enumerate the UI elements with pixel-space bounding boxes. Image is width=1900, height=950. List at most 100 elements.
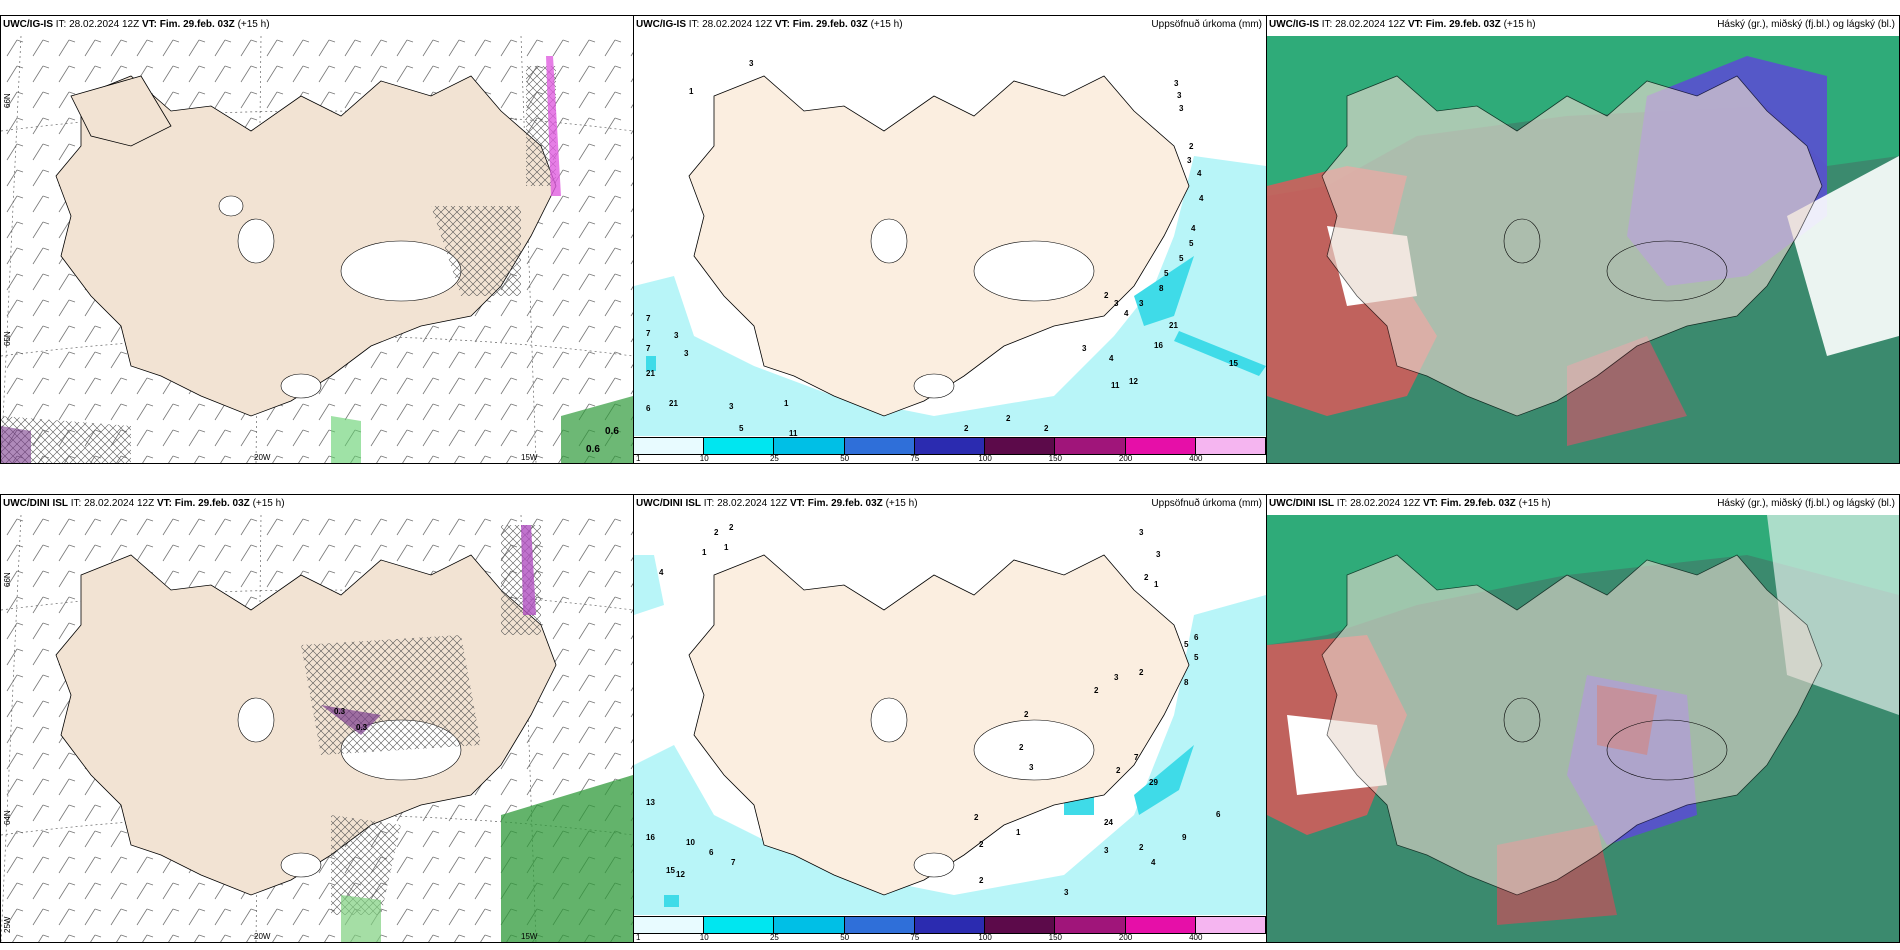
svg-text:10: 10	[686, 838, 695, 847]
svg-text:16: 16	[646, 833, 655, 842]
svg-text:3: 3	[1029, 763, 1034, 772]
svg-text:1: 1	[689, 87, 694, 96]
svg-text:6: 6	[709, 848, 714, 857]
svg-text:9: 9	[1182, 833, 1187, 842]
lon-label-15w: 15W	[521, 453, 538, 462]
colorbar-swatch	[634, 917, 705, 933]
wind-value: 0.6	[605, 426, 619, 437]
colorbar-swatch	[1125, 917, 1196, 933]
svg-text:3: 3	[1174, 79, 1179, 88]
svg-text:3: 3	[1064, 888, 1069, 897]
colorbar-label: 400	[1189, 933, 1203, 942]
svg-text:4: 4	[1151, 858, 1156, 867]
svg-text:3: 3	[729, 402, 734, 411]
precip-labels: 1 3 3 3 3 2 3 4 4 4 5 5 5 8 2 3 4 3 21 1…	[646, 59, 1238, 438]
svg-text:3: 3	[1179, 104, 1184, 113]
colorbar-swatch	[844, 438, 915, 454]
colorbar-label: 10	[699, 933, 709, 942]
panel-title: UWC/IG-IS IT: 28.02.2024 12Z VT: Fim. 29…	[636, 19, 903, 30]
colorbar-label: 75	[910, 933, 920, 942]
svg-text:3: 3	[674, 331, 679, 340]
lat-label-66n: 66N	[3, 572, 12, 587]
panel-wind-dini: UWC/DINI ISL IT: 28.02.2024 12Z VT: Fim.…	[0, 494, 634, 943]
svg-text:2: 2	[1044, 424, 1049, 433]
colorbar-label: 100	[978, 454, 992, 463]
svg-text:3: 3	[684, 349, 689, 358]
colorbar-label: 50	[840, 454, 850, 463]
svg-text:5: 5	[1179, 254, 1184, 263]
svg-text:5: 5	[739, 424, 744, 433]
colorbar-label: 50	[840, 933, 850, 942]
svg-text:2: 2	[964, 424, 969, 433]
iceland-land	[688, 75, 1190, 417]
iceland-land	[1321, 75, 1823, 417]
svg-text:1: 1	[784, 399, 789, 408]
svg-text:3: 3	[1104, 846, 1109, 855]
colorbar-label: 150	[1048, 454, 1063, 463]
svg-text:2: 2	[1024, 710, 1029, 719]
svg-text:24: 24	[1104, 818, 1113, 827]
svg-text:3: 3	[1082, 344, 1087, 353]
svg-text:1: 1	[1016, 828, 1021, 837]
lat-label-66n: 66N	[3, 93, 12, 108]
colorbar-swatch	[1195, 917, 1266, 933]
svg-text:21: 21	[1169, 321, 1178, 330]
precip-map: 2 2 1 1 4 3 3 2 1 5 6 5 8 2 3 2 2 7 2 29…	[634, 523, 1266, 915]
svg-text:2: 2	[1116, 766, 1121, 775]
colorbar-swatch	[634, 438, 705, 454]
colorbar-swatch	[774, 438, 845, 454]
svg-text:21: 21	[669, 399, 678, 408]
wind-value: 0.3	[356, 723, 368, 732]
svg-text:8: 8	[1184, 678, 1189, 687]
svg-text:12: 12	[676, 870, 685, 879]
colorbar-label: 10	[699, 454, 709, 463]
svg-text:2: 2	[1094, 686, 1099, 695]
colorbar-label: 150	[1048, 933, 1063, 942]
svg-text:15: 15	[1229, 359, 1238, 368]
svg-text:3: 3	[1139, 528, 1144, 537]
colorbar-swatch	[914, 917, 986, 933]
precip-colorbar: 1 10 25 50 75 100 150 200 400	[634, 916, 1266, 942]
svg-text:3: 3	[1114, 673, 1119, 682]
svg-text:12: 12	[1129, 377, 1138, 386]
svg-text:8: 8	[1159, 284, 1164, 293]
colorbar-swatch	[844, 917, 915, 933]
colorbar-swatch	[1125, 438, 1196, 454]
panel-title: UWC/DINI ISL IT: 28.02.2024 12Z VT: Fim.…	[3, 498, 285, 509]
svg-text:4: 4	[1197, 169, 1202, 178]
iceland-land	[55, 75, 557, 417]
svg-text:3: 3	[1156, 550, 1161, 559]
panel-precip-igis: UWC/IG-IS IT: 28.02.2024 12Z VT: Fim. 29…	[633, 15, 1267, 464]
colorbar-swatch	[985, 438, 1056, 454]
panel-clouds-igis: UWC/IG-IS IT: 28.02.2024 12Z VT: Fim. 29…	[1266, 15, 1900, 464]
colorbar-label: 100	[978, 933, 992, 942]
lat-label-65n: 65N	[3, 331, 12, 346]
svg-text:2: 2	[1139, 668, 1144, 677]
svg-text:13: 13	[646, 798, 655, 807]
svg-text:2: 2	[1006, 414, 1011, 423]
lat-label-64n: 64N	[3, 810, 12, 825]
svg-text:2: 2	[979, 840, 984, 849]
iceland-land	[688, 554, 1190, 896]
svg-text:5: 5	[1184, 640, 1189, 649]
svg-text:4: 4	[659, 568, 664, 577]
panel-wind-igis: UWC/IG-IS IT: 28.02.2024 12Z VT: Fim. 29…	[0, 15, 634, 464]
panel-clouds-dini: UWC/DINI ISL IT: 28.02.2024 12Z VT: Fim.…	[1266, 494, 1900, 943]
svg-text:1: 1	[1154, 580, 1159, 589]
colorbar-swatch	[914, 438, 986, 454]
colorbar-swatch	[704, 438, 775, 454]
svg-text:7: 7	[646, 314, 651, 323]
svg-text:4: 4	[1191, 224, 1196, 233]
svg-text:21: 21	[646, 369, 655, 378]
svg-text:2: 2	[714, 528, 719, 537]
svg-text:1: 1	[702, 548, 707, 557]
colorbar-label: 400	[1189, 454, 1203, 463]
svg-text:15: 15	[666, 866, 675, 875]
panel-title: UWC/DINI ISL IT: 28.02.2024 12Z VT: Fim.…	[636, 498, 918, 509]
iceland-land	[1321, 554, 1823, 896]
lon-label-20w: 20W	[254, 932, 271, 941]
svg-text:5: 5	[1164, 269, 1169, 278]
svg-text:3: 3	[1177, 91, 1182, 100]
wind-map	[1, 515, 633, 942]
svg-text:29: 29	[1149, 778, 1158, 787]
